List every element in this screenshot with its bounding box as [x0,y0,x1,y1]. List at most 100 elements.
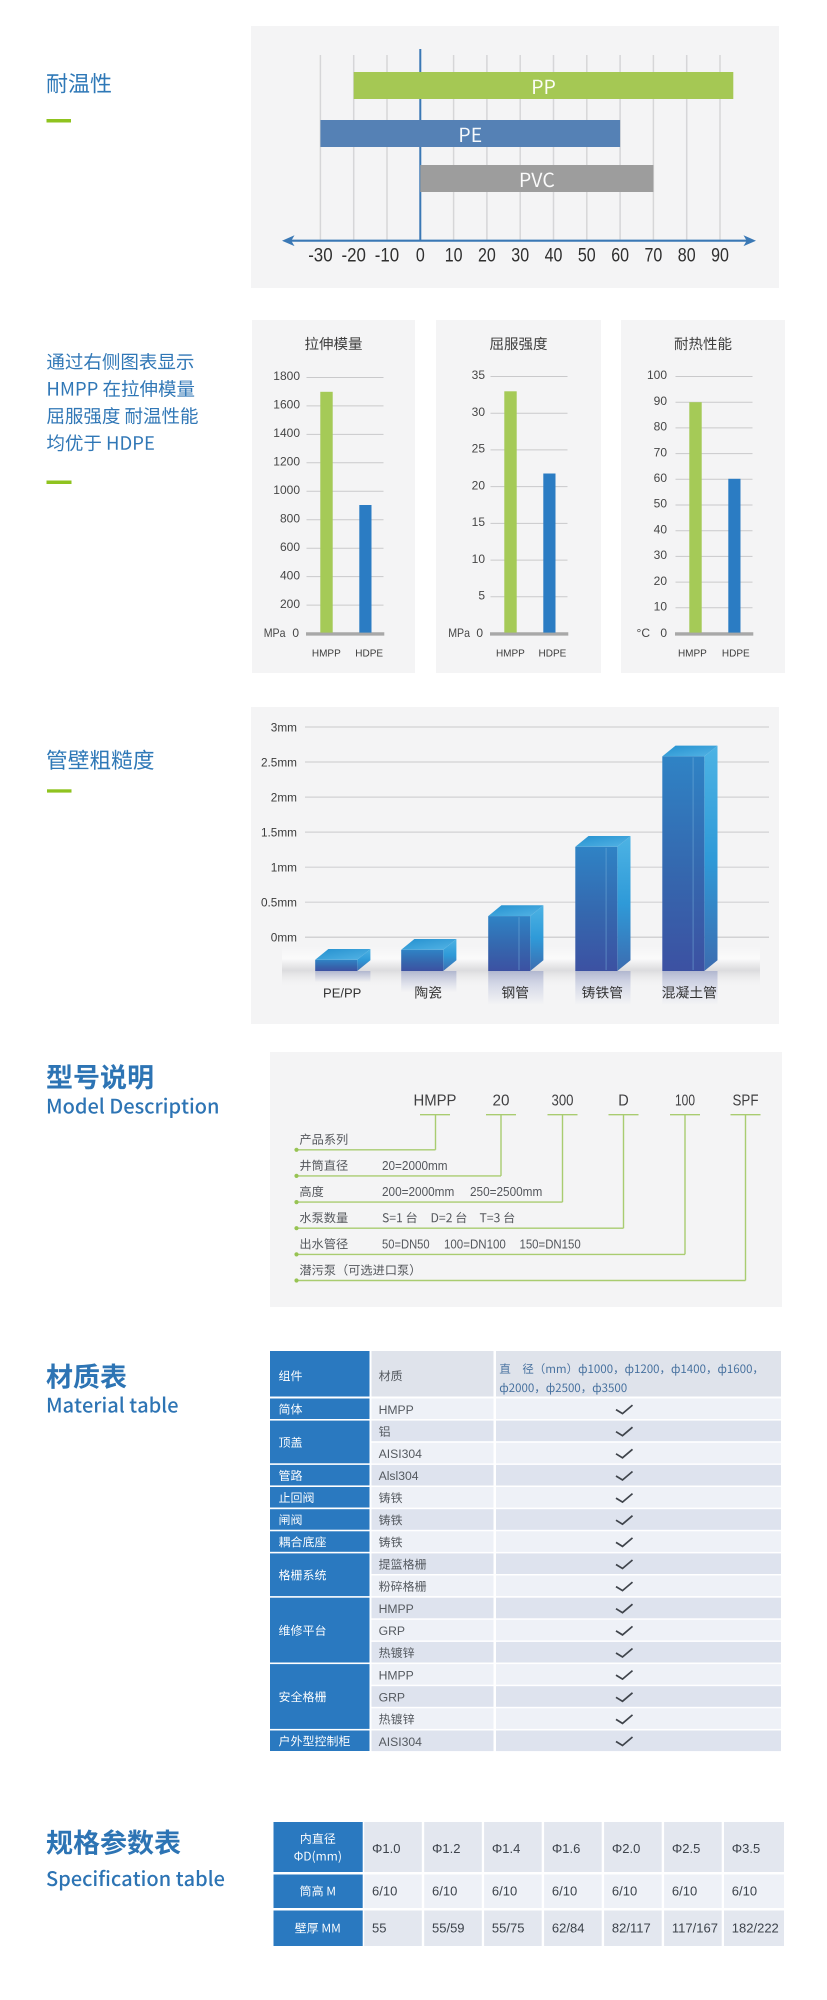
svg-text:PE/PP: PE/PP [323,986,361,1001]
svg-text:20=2000mm: 20=2000mm [382,1158,448,1173]
svg-text:HDPE: HDPE [355,649,383,660]
svg-text:200: 200 [280,597,300,611]
svg-text:2.5mm: 2.5mm [261,755,297,769]
svg-text:D: D [618,1093,629,1110]
svg-text:6/10: 6/10 [492,1884,517,1899]
svg-text:1000: 1000 [273,483,300,497]
svg-text:2mm: 2mm [271,790,297,804]
svg-text:Φ1.0: Φ1.0 [372,1841,400,1856]
svg-text:90: 90 [654,394,668,408]
svg-text:0: 0 [660,626,667,640]
svg-text:25: 25 [472,442,486,456]
svg-text:50: 50 [654,497,668,511]
svg-text:-10: -10 [375,245,400,267]
svg-text:0.5mm: 0.5mm [261,896,297,910]
svg-text:Φ1.2: Φ1.2 [432,1841,460,1856]
svg-text:GRP: GRP [379,1624,405,1638]
svg-text:55/75: 55/75 [492,1921,525,1936]
svg-text:35: 35 [472,368,486,382]
svg-text:150=DN150: 150=DN150 [520,1236,581,1251]
svg-text:0mm: 0mm [271,931,297,945]
svg-text:1600: 1600 [273,398,300,412]
svg-text:80: 80 [654,420,668,434]
svg-text:0: 0 [416,245,425,267]
svg-text:6/10: 6/10 [552,1884,577,1899]
svg-text:-20: -20 [342,245,367,267]
svg-text:1800: 1800 [273,369,300,383]
svg-text:30: 30 [511,245,529,267]
svg-text:Φ2.5: Φ2.5 [672,1841,700,1856]
svg-text:55/59: 55/59 [432,1921,465,1936]
svg-text:100: 100 [647,368,667,382]
svg-text:°C: °C [637,626,651,640]
svg-text:20: 20 [493,1093,510,1110]
svg-text:70: 70 [645,245,663,267]
svg-text:HDPE: HDPE [539,649,567,660]
svg-text:400: 400 [280,568,300,582]
svg-text:50=DN50: 50=DN50 [382,1236,430,1251]
svg-text:6/10: 6/10 [372,1884,397,1899]
svg-text:250=2500mm: 250=2500mm [470,1184,542,1199]
svg-text:6/10: 6/10 [612,1884,637,1899]
svg-text:1.5mm: 1.5mm [261,825,297,839]
svg-text:Φ1.4: Φ1.4 [492,1841,520,1856]
svg-text:1mm: 1mm [271,861,297,875]
svg-text:AISI304: AISI304 [379,1735,423,1749]
svg-text:HDPE: HDPE [722,649,750,660]
svg-text:50: 50 [578,245,596,267]
svg-text:-30: -30 [308,245,333,267]
svg-text:HMPP: HMPP [379,1668,414,1682]
svg-text:HMPP: HMPP [678,649,707,660]
svg-text:40: 40 [545,245,563,267]
svg-text:800: 800 [280,511,300,525]
svg-text:62/84: 62/84 [552,1921,585,1936]
svg-text:Φ2.0: Φ2.0 [612,1841,640,1856]
svg-text:6/10: 6/10 [672,1884,697,1899]
svg-text:40: 40 [654,522,668,536]
svg-text:10: 10 [654,600,668,614]
svg-text:Alsl304: Alsl304 [379,1469,419,1483]
svg-text:HMPP: HMPP [414,1093,457,1110]
svg-text:MPa: MPa [448,626,470,640]
svg-text:1400: 1400 [273,426,300,440]
svg-text:300: 300 [552,1093,574,1110]
svg-text:HMPP: HMPP [379,1403,414,1417]
svg-text:20: 20 [654,574,668,588]
svg-text:200=2000mm: 200=2000mm [382,1184,454,1199]
svg-text:10: 10 [445,245,463,267]
svg-text:6/10: 6/10 [732,1884,757,1899]
svg-text:60: 60 [654,471,668,485]
svg-text:HMPP: HMPP [312,649,341,660]
svg-text:6/10: 6/10 [432,1884,457,1899]
svg-text:70: 70 [654,445,668,459]
svg-text:30: 30 [472,405,486,419]
svg-text:1200: 1200 [273,455,300,469]
svg-text:Φ1.6: Φ1.6 [552,1841,580,1856]
svg-text:GRP: GRP [379,1691,405,1705]
svg-text:100=DN100: 100=DN100 [444,1236,506,1251]
svg-text:0: 0 [476,626,483,640]
svg-text:600: 600 [280,540,300,554]
svg-text:100: 100 [675,1093,695,1110]
svg-text:30: 30 [654,548,668,562]
svg-text:0: 0 [292,626,299,640]
svg-text:AISI304: AISI304 [379,1447,423,1461]
svg-text:182/222: 182/222 [732,1921,779,1936]
svg-text:20: 20 [472,478,486,492]
svg-text:15: 15 [472,515,486,529]
svg-text:3mm: 3mm [271,720,297,734]
svg-text:HMPP: HMPP [379,1602,414,1616]
svg-text:55: 55 [372,1921,386,1936]
svg-text:SPF: SPF [733,1093,759,1110]
svg-text:80: 80 [678,245,696,267]
svg-text:MPa: MPa [264,626,286,640]
svg-text:10: 10 [472,552,486,566]
svg-text:20: 20 [478,245,496,267]
svg-text:60: 60 [611,245,629,267]
svg-text:117/167: 117/167 [672,1921,718,1936]
svg-text:82/117: 82/117 [612,1921,651,1936]
svg-text:5: 5 [478,589,485,603]
svg-text:Φ3.5: Φ3.5 [732,1841,760,1856]
svg-text:HMPP: HMPP [496,649,525,660]
svg-text:90: 90 [711,245,729,267]
